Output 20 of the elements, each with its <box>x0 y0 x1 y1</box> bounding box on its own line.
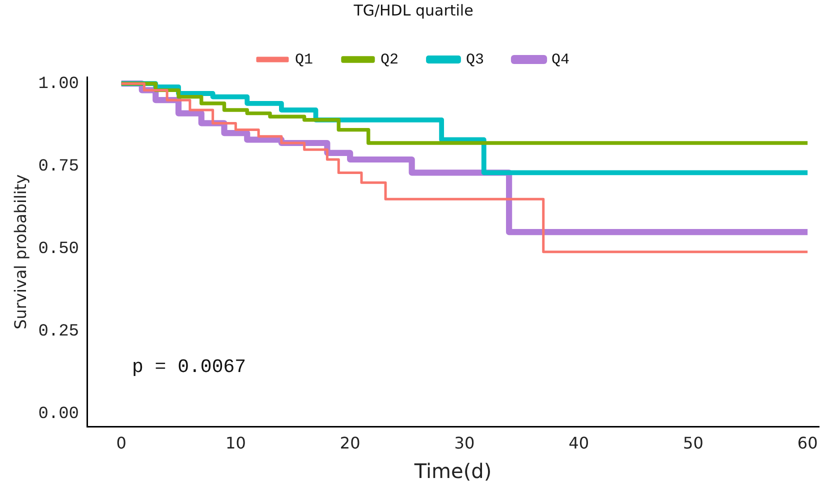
x-tick-label: 40 <box>568 434 589 453</box>
x-axis-title: Time(d) <box>413 459 492 484</box>
legend-title: TG/HDL quartile <box>352 1 474 20</box>
x-tick-label: 30 <box>454 434 475 453</box>
legend-label: Q2 <box>380 51 399 68</box>
y-tick-label: 1.00 <box>38 75 80 94</box>
x-tick-label: 60 <box>797 434 818 453</box>
y-tick-label: 0.50 <box>38 240 80 260</box>
legend-label: Q4 <box>552 51 570 68</box>
y-tick-label: 0.75 <box>38 158 80 177</box>
x-tick-label: 0 <box>116 434 126 453</box>
x-tick-label: 10 <box>226 434 246 453</box>
y-axis-title: Survival probability <box>10 174 30 330</box>
y-tick-label: 0.00 <box>38 405 80 424</box>
legend-label: Q1 <box>294 51 314 68</box>
x-tick-label: 20 <box>340 434 360 453</box>
x-tick-label: 50 <box>683 434 704 453</box>
annotation: p = 0.0067 <box>132 356 246 378</box>
legend-label: Q3 <box>466 51 484 68</box>
y-tick-label: 0.25 <box>38 322 80 342</box>
